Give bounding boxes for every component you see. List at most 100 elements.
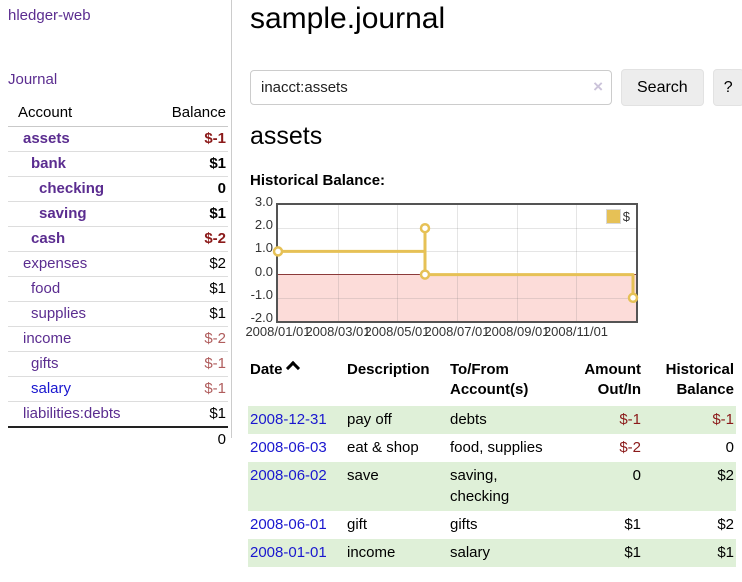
account-heading: assets bbox=[250, 122, 323, 150]
account-row-liabilities-debts: liabilities:debts $1 bbox=[8, 401, 228, 428]
sidebar-item-journal[interactable]: Journal bbox=[8, 71, 58, 88]
account-row-bank: bank $1 bbox=[8, 151, 228, 177]
register-table: Date Description To/From Account(s) Amou… bbox=[248, 358, 736, 567]
account-link-saving[interactable]: saving bbox=[39, 205, 87, 222]
data-point-marker bbox=[419, 269, 431, 280]
register-row: 2008-01-01 income salary $1 $1 bbox=[248, 539, 736, 567]
x-tick: 2008/11/01 bbox=[543, 324, 609, 339]
main-content: sample.journal × Search ? assets Histori… bbox=[245, 0, 742, 582]
transaction-balance: 0 bbox=[725, 439, 734, 456]
header-account: To/From Account(s) bbox=[450, 361, 529, 398]
account-balance: $1 bbox=[154, 201, 228, 227]
account-row-salary: salary $-1 bbox=[8, 376, 228, 402]
legend-swatch-icon bbox=[605, 209, 621, 224]
transaction-amount: $-1 bbox=[619, 411, 641, 428]
x-tick: 2008/01/01 bbox=[245, 324, 311, 339]
app-title-link[interactable]: hledger-web bbox=[8, 7, 91, 24]
x-tick: 2008/05/01 bbox=[364, 324, 430, 339]
account-link-cash[interactable]: cash bbox=[31, 230, 66, 247]
transaction-balance: $2 bbox=[717, 516, 734, 533]
account-balance: $-1 bbox=[154, 126, 228, 152]
account-row-cash: cash $-2 bbox=[8, 226, 228, 252]
account-balance: $1 bbox=[154, 301, 228, 327]
header-date-sort[interactable]: Date bbox=[248, 358, 345, 406]
transaction-date-link[interactable]: 2008-06-01 bbox=[250, 516, 327, 533]
register-row: 2008-06-02 save saving, checking 0 $2 bbox=[248, 462, 736, 511]
account-link-checking[interactable]: checking bbox=[39, 180, 105, 197]
account-balance: $1 bbox=[154, 276, 228, 302]
account-link-assets[interactable]: assets bbox=[23, 130, 70, 147]
accounts-header-account: Account bbox=[8, 100, 155, 127]
transaction-balance: $1 bbox=[717, 544, 734, 561]
transaction-account: gifts bbox=[450, 516, 478, 533]
legend-label: $ bbox=[622, 209, 630, 224]
account-link-food[interactable]: food bbox=[31, 280, 61, 297]
search-bar: × Search ? bbox=[250, 69, 742, 106]
y-tick: 3.0 bbox=[254, 194, 273, 209]
data-point-marker bbox=[272, 246, 284, 257]
account-link-supplies[interactable]: supplies bbox=[31, 305, 87, 322]
register-row: 2008-06-01 gift gifts $1 $2 bbox=[248, 511, 736, 539]
plot-area: $ bbox=[272, 203, 639, 323]
sidebar: hledger-web Journal Account Balance asse… bbox=[0, 0, 232, 452]
account-row-food: food $1 bbox=[8, 276, 228, 302]
transaction-date-link[interactable]: 2008-12-31 bbox=[250, 411, 327, 428]
header-amount: Amount Out/In bbox=[584, 361, 641, 398]
y-tick: -2.0 bbox=[250, 310, 273, 325]
y-tick: 0.0 bbox=[254, 264, 273, 279]
help-button[interactable]: ? bbox=[712, 69, 742, 106]
account-row-saving: saving $1 bbox=[8, 201, 228, 227]
account-balance: 0 bbox=[154, 176, 228, 202]
x-tick: 2008/09/01 bbox=[484, 324, 550, 339]
transaction-description: save bbox=[347, 467, 379, 484]
chart-legend: $ bbox=[603, 208, 632, 225]
accounts-header-row: Account Balance bbox=[8, 100, 228, 127]
page-title: sample.journal bbox=[250, 2, 446, 35]
clear-search-icon[interactable]: × bbox=[593, 77, 603, 96]
search-input[interactable] bbox=[250, 70, 612, 105]
transaction-description: income bbox=[347, 544, 396, 561]
accounts-total-value: 0 bbox=[154, 426, 228, 452]
transaction-account: debts bbox=[450, 411, 487, 428]
account-balance: $-1 bbox=[154, 376, 228, 402]
header-description: Description bbox=[347, 361, 430, 378]
account-link-gifts[interactable]: gifts bbox=[31, 355, 59, 372]
register-row: 2008-06-03 eat & shop food, supplies $-2… bbox=[248, 434, 736, 462]
register-row: 2008-12-31 pay off debts $-1 $-1 bbox=[248, 406, 736, 434]
negative-region bbox=[278, 275, 636, 321]
chart-section-label: Historical Balance: bbox=[250, 172, 386, 189]
transaction-date-link[interactable]: 2008-06-03 bbox=[250, 439, 327, 456]
accounts-total-row: 0 bbox=[8, 426, 228, 452]
transaction-account: food, supplies bbox=[450, 439, 543, 456]
transaction-description: pay off bbox=[347, 411, 392, 428]
y-tick: -1.0 bbox=[250, 287, 273, 302]
transaction-date-link[interactable]: 2008-06-02 bbox=[250, 467, 327, 484]
account-balance: $1 bbox=[154, 151, 228, 177]
account-link-income[interactable]: income bbox=[23, 330, 72, 347]
transaction-amount: $1 bbox=[624, 544, 641, 561]
x-tick: 2008/03/01 bbox=[305, 324, 371, 339]
account-row-expenses: expenses $2 bbox=[8, 251, 228, 277]
balance-series-line bbox=[272, 222, 639, 304]
account-balance: $-1 bbox=[154, 351, 228, 377]
search-button[interactable]: Search bbox=[621, 69, 704, 106]
transaction-amount: $-2 bbox=[619, 439, 641, 456]
account-row-checking: checking 0 bbox=[8, 176, 228, 202]
account-link-expenses[interactable]: expenses bbox=[23, 255, 88, 272]
register-section: Date Description To/From Account(s) Amou… bbox=[248, 358, 736, 567]
account-link-liabilities-debts[interactable]: liabilities:debts bbox=[23, 405, 121, 422]
transaction-amount: 0 bbox=[632, 467, 641, 484]
transaction-balance: $2 bbox=[717, 467, 734, 484]
account-link-salary[interactable]: salary bbox=[31, 380, 72, 397]
transaction-description: eat & shop bbox=[347, 439, 419, 456]
account-balance: $-2 bbox=[154, 326, 228, 352]
account-row-income: income $-2 bbox=[8, 326, 228, 352]
account-link-bank[interactable]: bank bbox=[31, 155, 67, 172]
account-row-gifts: gifts $-1 bbox=[8, 351, 228, 377]
transaction-date-link[interactable]: 2008-01-01 bbox=[250, 544, 327, 561]
transaction-account: saving, checking bbox=[450, 467, 510, 505]
header-balance: Historical Balance bbox=[665, 361, 734, 398]
y-tick: 2.0 bbox=[254, 217, 273, 232]
accounts-table: Account Balance assets $-1 bank $1 check… bbox=[8, 100, 228, 452]
x-tick: 2008/07/01 bbox=[424, 324, 490, 339]
